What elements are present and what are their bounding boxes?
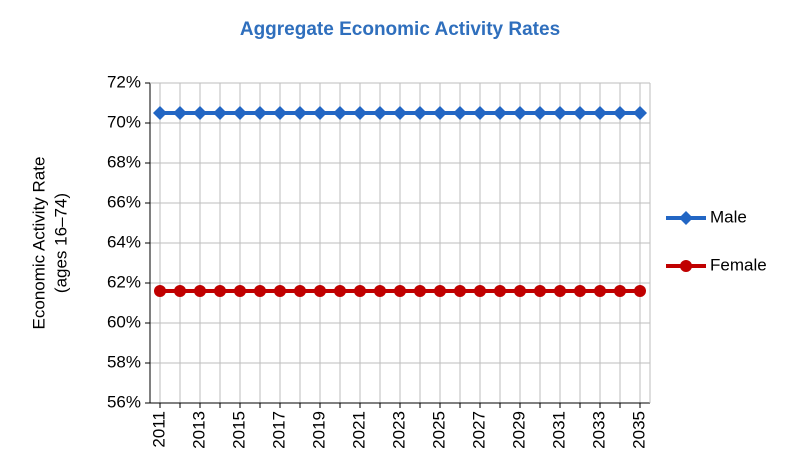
x-tick-label: 2015 — [229, 411, 248, 449]
marker — [433, 106, 447, 120]
marker — [314, 285, 326, 297]
x-tick-label: 2031 — [549, 411, 568, 449]
marker — [594, 285, 606, 297]
marker — [453, 106, 467, 120]
marker — [273, 106, 287, 120]
y-tick-label: 62% — [107, 272, 141, 291]
marker — [394, 285, 406, 297]
marker — [679, 211, 693, 225]
marker — [153, 106, 167, 120]
marker — [613, 106, 627, 120]
marker — [494, 285, 506, 297]
marker — [533, 106, 547, 120]
marker — [313, 106, 327, 120]
marker — [233, 106, 247, 120]
marker — [174, 285, 186, 297]
marker — [473, 106, 487, 120]
y-tick-label: 64% — [107, 232, 141, 251]
marker — [274, 285, 286, 297]
marker — [553, 106, 567, 120]
legend-label: Female — [710, 255, 767, 274]
marker — [254, 285, 266, 297]
marker — [514, 285, 526, 297]
x-tick-label: 2033 — [589, 411, 608, 449]
marker — [234, 285, 246, 297]
marker — [633, 106, 647, 120]
marker — [194, 285, 206, 297]
x-tick-label: 2019 — [309, 411, 328, 449]
marker — [253, 106, 267, 120]
marker — [374, 285, 386, 297]
marker — [354, 285, 366, 297]
marker — [474, 285, 486, 297]
marker — [593, 106, 607, 120]
y-tick-label: 68% — [107, 152, 141, 171]
marker — [413, 106, 427, 120]
marker — [294, 285, 306, 297]
chart-title: Aggregate Economic Activity Rates — [240, 19, 560, 40]
y-tick-label: 58% — [107, 352, 141, 371]
marker — [154, 285, 166, 297]
marker — [534, 285, 546, 297]
marker — [513, 106, 527, 120]
marker — [393, 106, 407, 120]
marker — [454, 285, 466, 297]
x-tick-label: 2035 — [629, 411, 648, 449]
marker — [373, 106, 387, 120]
marker — [573, 106, 587, 120]
marker — [414, 285, 426, 297]
x-tick-label: 2023 — [389, 411, 408, 449]
marker — [334, 285, 346, 297]
x-tick-label: 2025 — [429, 411, 448, 449]
y-axis-title: (ages 16–74) — [51, 193, 70, 293]
marker — [213, 106, 227, 120]
marker — [493, 106, 507, 120]
y-tick-label: 70% — [107, 112, 141, 131]
marker — [353, 106, 367, 120]
marker — [293, 106, 307, 120]
y-tick-label: 56% — [107, 392, 141, 411]
marker — [173, 106, 187, 120]
y-tick-label: 66% — [107, 192, 141, 211]
marker — [333, 106, 347, 120]
y-tick-label: 60% — [107, 312, 141, 331]
x-tick-label: 2027 — [469, 411, 488, 449]
marker — [614, 285, 626, 297]
x-tick-label: 2029 — [509, 411, 528, 449]
x-tick-label: 2017 — [269, 411, 288, 449]
marker — [554, 285, 566, 297]
marker — [434, 285, 446, 297]
marker — [193, 106, 207, 120]
marker — [214, 285, 226, 297]
legend-label: Male — [710, 207, 747, 226]
x-tick-label: 2013 — [189, 411, 208, 449]
marker — [574, 285, 586, 297]
marker — [634, 285, 646, 297]
x-tick-label: 2011 — [149, 411, 168, 448]
x-tick-label: 2021 — [349, 411, 368, 449]
y-axis-title: Economic Activity Rate — [29, 157, 48, 330]
y-tick-label: 72% — [107, 72, 141, 91]
marker — [680, 260, 692, 272]
